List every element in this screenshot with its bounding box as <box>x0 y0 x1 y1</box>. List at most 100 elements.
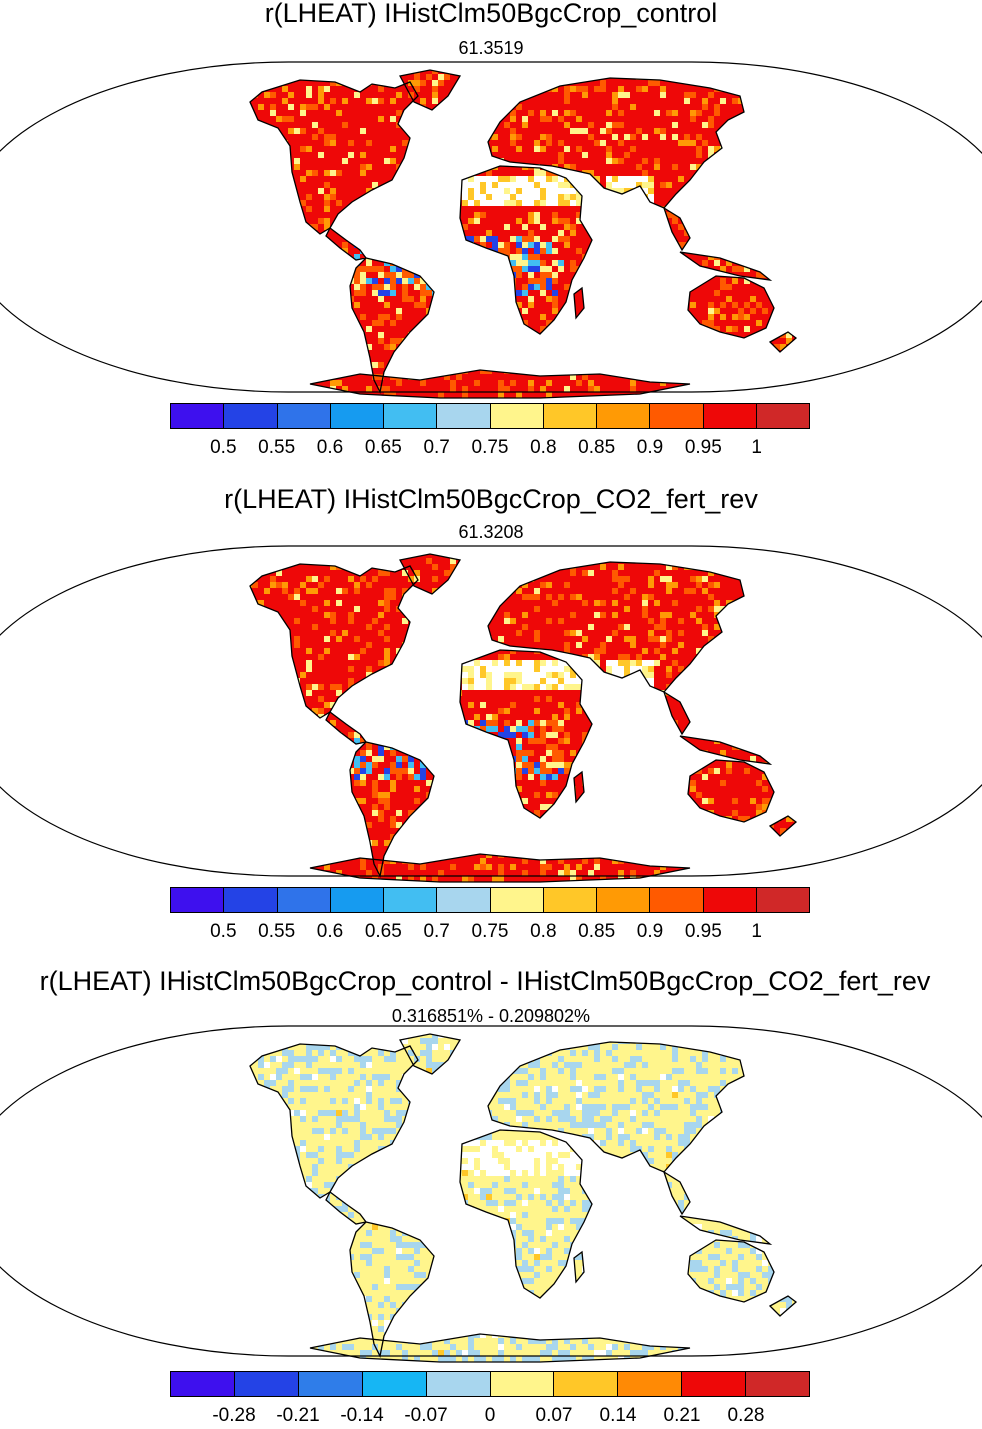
colorbar-segment <box>490 1372 555 1396</box>
colorbar-tick-label: 0.55 <box>258 437 296 458</box>
colorbar-tick-label: 0.55 <box>258 921 296 942</box>
colorbar <box>170 887 810 913</box>
coastline-newZealand <box>768 815 798 837</box>
colorbar-segment <box>384 404 438 428</box>
colorbar-segment <box>171 404 225 428</box>
coastline-northAmerica <box>249 563 419 719</box>
colorbar-segment <box>426 1372 491 1396</box>
colorbar-tick-labels: 0.5 0.55 0.6 0.65 0.7 0.75 0.8 0.85 0.9 0.95 1 <box>170 437 810 461</box>
world-map <box>0 1025 982 1363</box>
colorbar-tick-label: 0.28 <box>727 1405 765 1426</box>
colorbar-tick-label: 0.21 <box>663 1405 701 1426</box>
land-shading <box>250 1034 796 1362</box>
colorbar-segment <box>746 1372 810 1396</box>
colorbar-tick-labels: 0.5 0.55 0.6 0.65 0.7 0.75 0.8 0.85 0.9 0.95 1 <box>170 921 810 945</box>
colorbar-tick-label: 1 <box>751 437 762 458</box>
colorbar-segment <box>703 404 757 428</box>
map-boundary <box>0 545 982 877</box>
coastline-northAmerica <box>249 1043 419 1199</box>
colorbar-tick-label: 0.9 <box>636 437 664 458</box>
coastline-greenland <box>399 1033 462 1075</box>
colorbar-tick-label: 0.75 <box>471 437 509 458</box>
colorbar-segment <box>330 404 384 428</box>
colorbar-segment <box>224 404 278 428</box>
colorbar <box>170 1371 810 1397</box>
colorbar-tick-label: -0.28 <box>212 1405 256 1426</box>
colorbar-segment <box>543 404 597 428</box>
colorbar-tick-label: 0.7 <box>423 437 450 458</box>
colorbar-tick-label: 0.6 <box>316 437 344 458</box>
colorbar-segment <box>384 888 438 912</box>
coastline-australia <box>687 1239 775 1303</box>
coastline-africa <box>459 649 593 819</box>
panel-title: r(LHEAT) IHistClm50BgcCrop_CO2_fert_rev <box>224 484 758 514</box>
colorbar-segment <box>682 1372 747 1396</box>
coastline-southAmerica <box>349 257 435 394</box>
colorbar-segment <box>234 1372 299 1396</box>
colorbar-tick-label: 0.6 <box>316 921 344 942</box>
colorbar-segment <box>362 1372 427 1396</box>
coastline-africa <box>459 165 593 335</box>
coastline-antarctica <box>309 1333 691 1363</box>
coastline-indonesia <box>679 251 773 281</box>
map-boundary <box>0 61 982 393</box>
coastline-antarctica <box>309 853 691 883</box>
coastline-southAmerica <box>349 1221 435 1358</box>
colorbar-segment <box>224 888 278 912</box>
colorbar-tick-label: 0.85 <box>578 921 616 942</box>
map-boundary <box>0 1025 982 1357</box>
colorbar-tick-label: -0.21 <box>276 1405 320 1426</box>
panel-subtitle: 0.316851% - 0.209802% <box>391 1006 591 1026</box>
colorbar-segment <box>437 888 491 912</box>
colorbar-tick-label: 0.07 <box>535 1405 573 1426</box>
colorbar-segment <box>703 888 757 912</box>
coastline-indonesia <box>679 1215 773 1245</box>
colorbar-segment <box>597 404 651 428</box>
coastline-greenland <box>399 553 462 595</box>
colorbar-tick-labels: -0.28 -0.21 -0.14 -0.07 0 0.07 0.14 0.21 0.28 <box>170 1405 810 1429</box>
colorbar-tick-label: 0 <box>484 1405 496 1426</box>
colorbar-tick-label: 0.9 <box>636 921 664 942</box>
coastline-centralAmerica <box>325 227 368 261</box>
colorbar-tick-label: 0.8 <box>530 437 557 458</box>
coastline-eurasia <box>487 561 745 693</box>
colorbar-segment <box>756 888 809 912</box>
coastline-newZealand <box>768 1295 798 1317</box>
panel-subtitle: 61.3519 <box>458 38 524 58</box>
colorbar-tick-label: 0.95 <box>684 437 722 458</box>
colorbar-segment <box>490 888 544 912</box>
coastline-australia <box>687 759 775 823</box>
coastline-eurasia <box>487 1041 745 1173</box>
colorbar-segment <box>277 404 331 428</box>
colorbar-tick-label: 0.65 <box>364 437 402 458</box>
world-map <box>0 545 982 883</box>
coastline-indonesia <box>679 735 773 765</box>
colorbar-tick-label: 0.95 <box>684 921 722 942</box>
panel-difference: r(LHEAT) IHistClm50BgcCrop_control - IHi… <box>0 966 982 1426</box>
coastline-madagascar <box>573 770 585 804</box>
colorbar-segment <box>554 1372 619 1396</box>
coastline-centralAmerica <box>325 711 368 745</box>
colorbar-segment <box>298 1372 363 1396</box>
colorbar-segment <box>618 1372 683 1396</box>
colorbar-segment <box>756 404 809 428</box>
colorbar-tick-label: 0.14 <box>599 1405 637 1426</box>
colorbar-segment <box>437 404 491 428</box>
coastline-australia <box>687 275 775 339</box>
colorbar-tick-label: 0.5 <box>210 437 237 458</box>
panel-co2-fert-rev: r(LHEAT) IHistClm50BgcCrop_CO2_fert_rev … <box>0 484 982 954</box>
coastline-northAmerica <box>249 79 419 235</box>
coastline-indochina <box>662 690 691 736</box>
colorbar-segment <box>277 888 331 912</box>
panel-title: r(LHEAT) IHistClm50BgcCrop_control - IHi… <box>39 966 931 996</box>
colorbar-segment <box>330 888 384 912</box>
world-map <box>0 61 982 399</box>
colorbar-segment <box>650 888 704 912</box>
coastline-indochina <box>662 206 691 252</box>
colorbar-segment <box>650 404 704 428</box>
coastline-greenland <box>399 69 462 111</box>
coastline-africa <box>459 1129 593 1299</box>
panel-title: r(LHEAT) IHistClm50BgcCrop_control <box>264 0 718 28</box>
panel-subtitle: 61.3208 <box>458 522 524 542</box>
colorbar-segment <box>171 888 225 912</box>
